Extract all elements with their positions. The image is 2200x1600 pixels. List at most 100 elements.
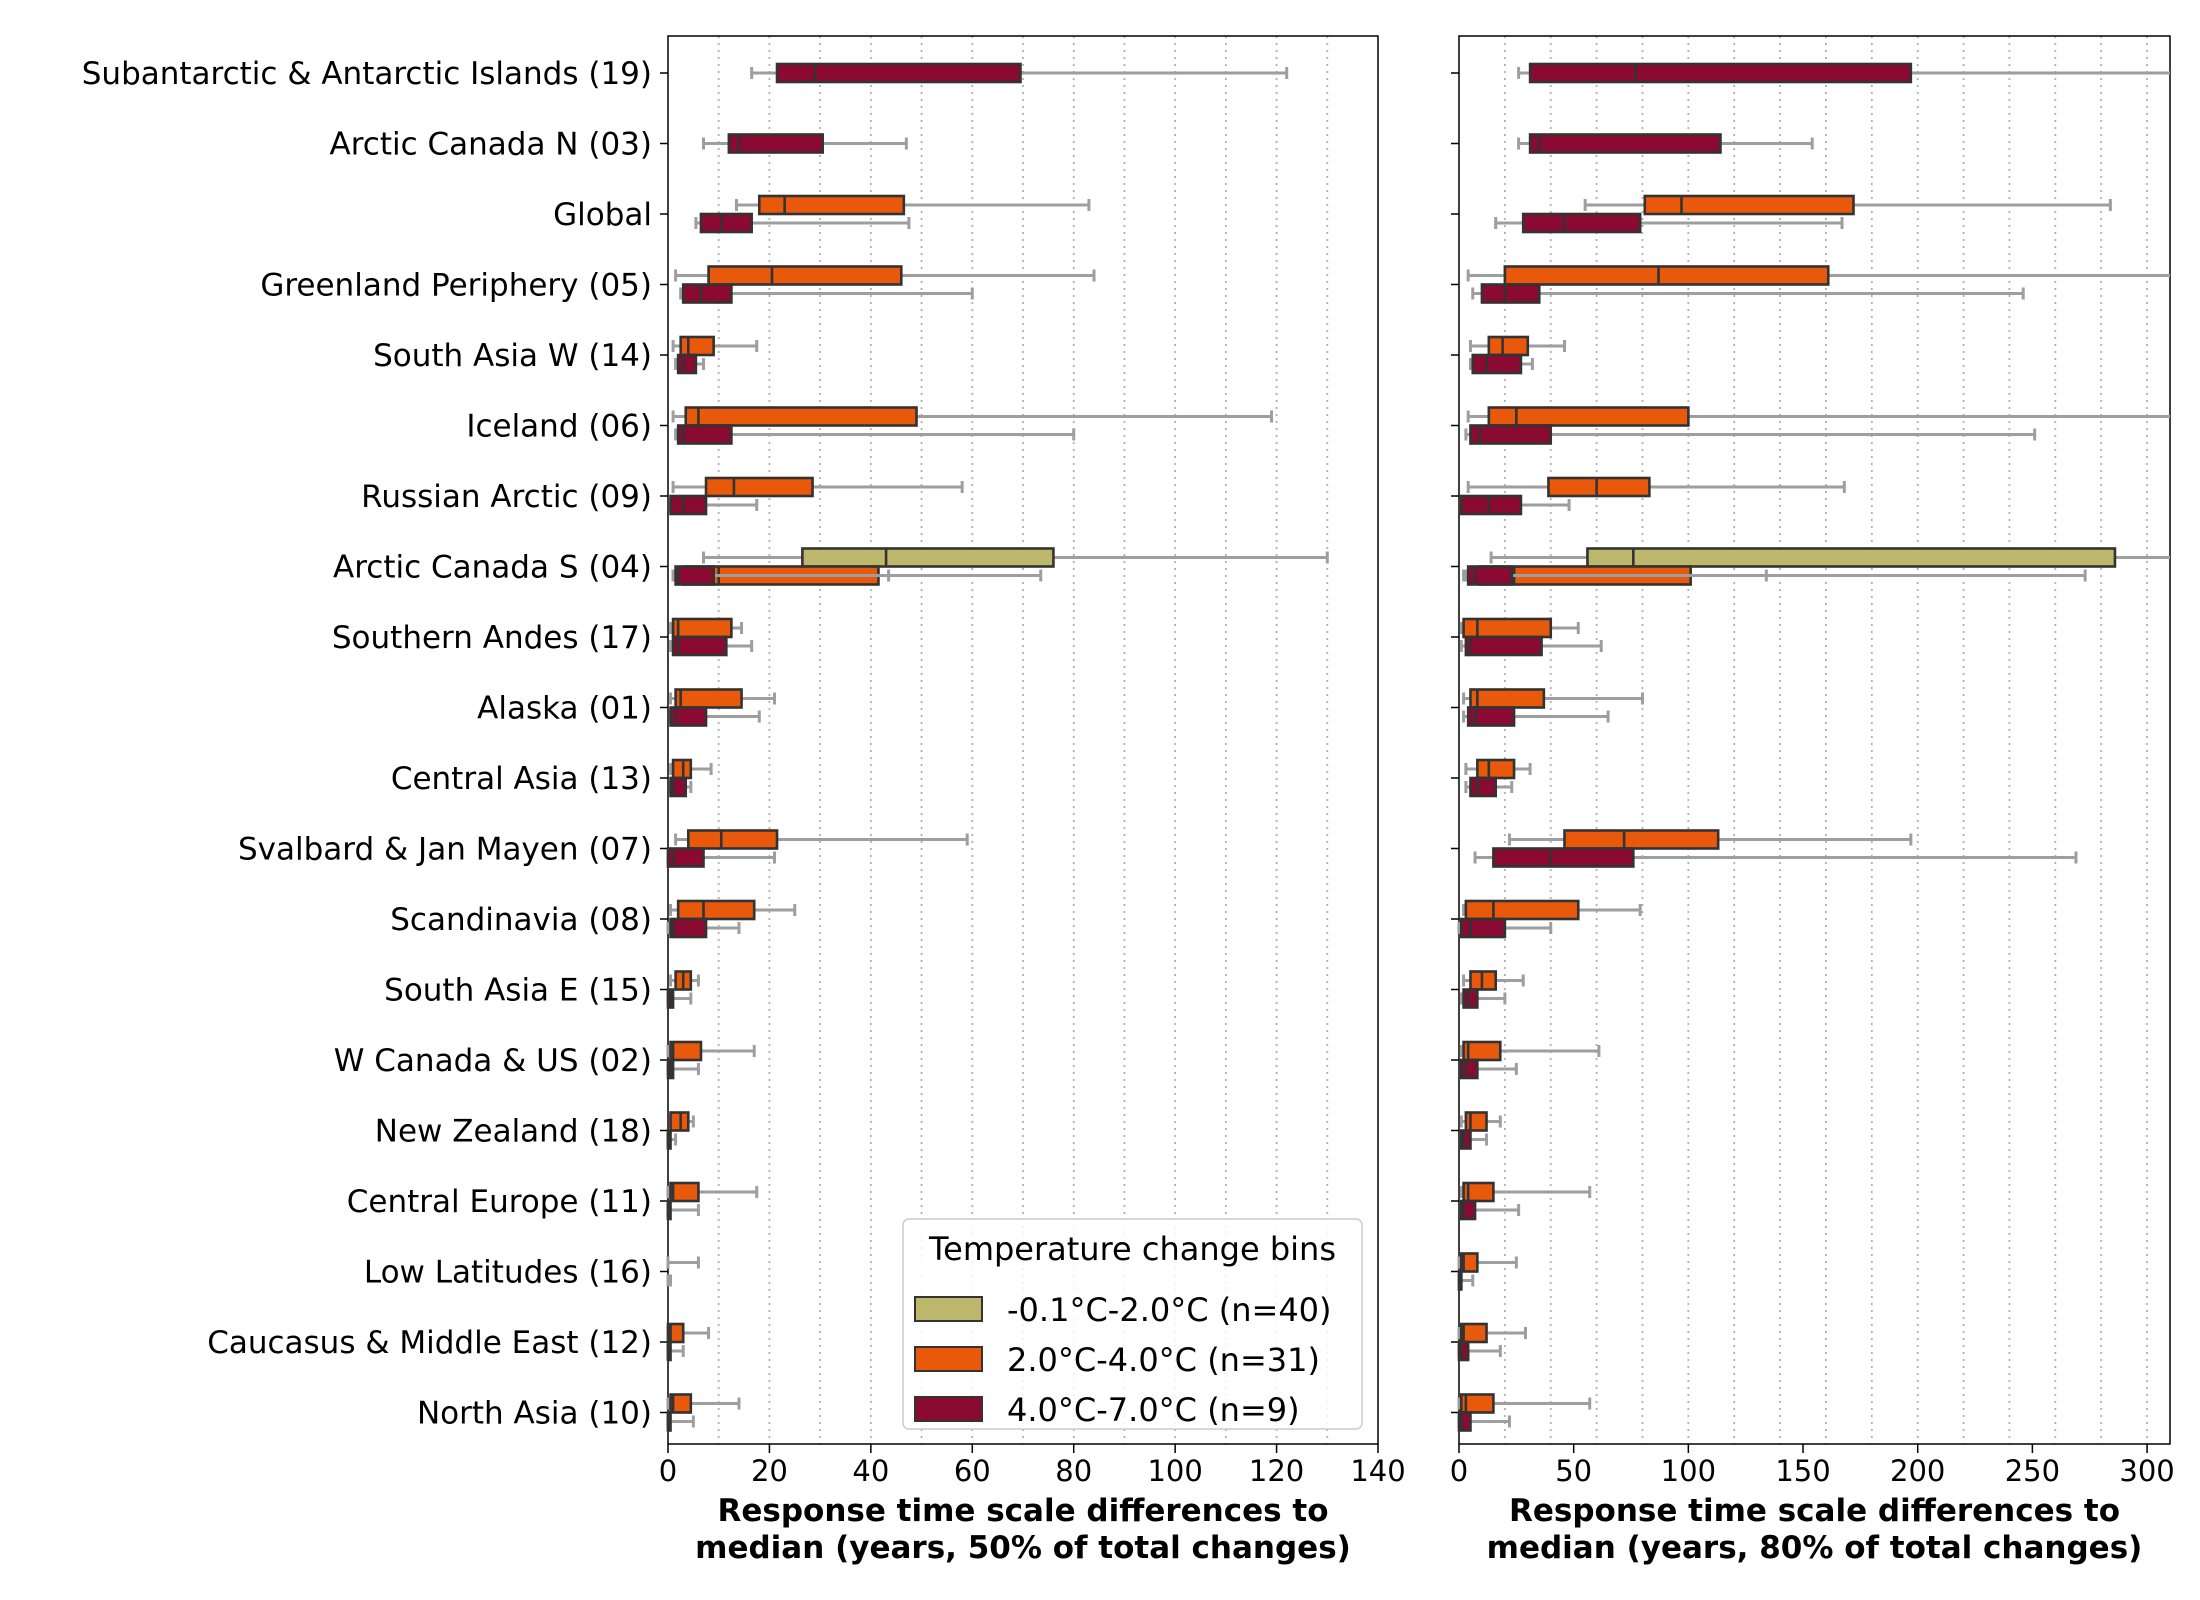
category-label-greenland-periphery-05: Greenland Periphery (05) [260, 268, 652, 304]
legend-frame [902, 1218, 1363, 1430]
box-new-zealand-18-4-0-c-7-0-c [1459, 1129, 1489, 1150]
category-label-iceland-06: Iceland (06) [466, 409, 652, 445]
category-label-southern-andes-17: Southern Andes (17) [332, 620, 652, 656]
category-label-scandinavia-08: Scandinavia (08) [390, 902, 652, 938]
category-label-caucasus-middle-east-12: Caucasus & Middle East (12) [207, 1325, 652, 1361]
x-tick-label: 140 [1350, 1454, 1405, 1488]
box-southern-andes-17-4-0-c-7-0-c [1459, 635, 1603, 657]
right-panel-80pct: 0 50 100 150 200 250 300 Response time scale di… [1450, 35, 2175, 1566]
box-iqr [1469, 424, 1553, 445]
box-iqr [1459, 917, 1507, 939]
box-south-asia-e-15-2-0-c-4-0-c [1462, 970, 1525, 991]
box-iqr [1521, 212, 1642, 234]
x-tick-label: 40 [852, 1454, 889, 1488]
box-w-canada-us-02-4-0-c-7-0-c [1459, 1058, 1518, 1080]
box-w-canada-us-02-2-0-c-4-0-c [666, 1040, 756, 1062]
box-iqr [1563, 829, 1720, 850]
box-southern-andes-17-2-0-c-4-0-c [669, 617, 744, 639]
box-alaska-01-4-0-c-7-0-c [669, 706, 761, 727]
box-scandinavia-08-4-0-c-7-0-c [666, 917, 741, 939]
box-russian-arctic-09-2-0-c-4-0-c [671, 476, 964, 498]
box-global-2-0-c-4-0-c [734, 194, 1091, 216]
box-iqr [699, 212, 753, 234]
box-iqr [801, 547, 1055, 568]
box-new-zealand-18-2-0-c-4-0-c [669, 1111, 695, 1132]
box-low-latitudes-16-2-0-c-4-0-c [1457, 1252, 1518, 1273]
box-iqr [676, 899, 756, 921]
box-iqr [1459, 494, 1523, 516]
box-iqr [1464, 635, 1543, 657]
box-southern-andes-17-2-0-c-4-0-c [1459, 617, 1580, 639]
box-north-asia-10-4-0-c-7-0-c [1457, 1411, 1511, 1432]
box-iqr [1459, 1393, 1495, 1414]
box-iqr [1487, 406, 1690, 427]
box-south-asia-e-15-2-0-c-4-0-c [669, 970, 700, 991]
box-south-asia-w-14-4-0-c-7-0-c [674, 353, 705, 375]
x-tick-label: 100 [1661, 1454, 1716, 1488]
box-north-asia-10-4-0-c-7-0-c [666, 1411, 695, 1432]
box-scandinavia-08-2-0-c-4-0-c [669, 899, 797, 921]
legend-swatch-2 [914, 1396, 983, 1422]
category-label-south-asia-w-14: South Asia W (14) [373, 338, 652, 374]
box-iqr [679, 335, 715, 357]
box-alaska-01-4-0-c-7-0-c [1462, 706, 1610, 727]
category-label-north-asia-10: North Asia (10) [417, 1396, 652, 1432]
x-tick-label: 250 [2005, 1454, 2060, 1488]
box-iqr [1471, 353, 1523, 375]
box-iqr [1457, 1411, 1472, 1432]
box-central-europe-11-2-0-c-4-0-c [1459, 1181, 1592, 1203]
box-iqr [669, 917, 708, 939]
box-iqr [1528, 62, 1913, 84]
box-central-europe-11-4-0-c-7-0-c [666, 1199, 700, 1221]
box-central-asia-13-4-0-c-7-0-c [669, 776, 693, 798]
category-labels: Subantarctic & Antarctic Islands (19) Arc… [82, 56, 652, 1432]
box-global-4-0-c-7-0-c [1494, 212, 1844, 234]
x-tick-label: 0 [1450, 1454, 1468, 1488]
box-arctic-canada-s-04-4-0-c-7-0-c [1464, 565, 1768, 586]
box-iqr [674, 565, 715, 586]
box-central-asia-13-2-0-c-4-0-c [669, 758, 713, 780]
category-label-south-asia-e-15: South Asia E (15) [384, 973, 652, 1009]
box-greenland-periphery-05-2-0-c-4-0-c [674, 265, 1096, 286]
box-arctic-canada-s-04-0-1-c-2-0-c [702, 547, 1329, 568]
box-iqr [1466, 706, 1516, 727]
box-w-canada-us-02-4-0-c-7-0-c [666, 1058, 700, 1080]
box-new-zealand-18-2-0-c-4-0-c [1459, 1111, 1502, 1132]
x-tick-label: 120 [1249, 1454, 1304, 1488]
box-russian-arctic-09-4-0-c-7-0-c [1459, 494, 1571, 516]
box-iqr [676, 353, 698, 375]
box-iqr [1459, 1322, 1488, 1344]
box-iqr [1492, 847, 1635, 868]
x-tick-label: 50 [1555, 1454, 1592, 1488]
box-iceland-06-4-0-c-7-0-c [1464, 424, 2037, 445]
box-iqr [1528, 133, 1722, 154]
box-central-asia-13-2-0-c-4-0-c [1464, 758, 1532, 780]
box-iqr [686, 829, 779, 850]
legend-label-0: -0.1°C-2.0°C (n=40) [1007, 1291, 1332, 1329]
box-southern-andes-17-4-0-c-7-0-c [669, 635, 754, 657]
box-iqr [681, 283, 733, 304]
x-tick-label: 200 [1890, 1454, 1945, 1488]
box-iqr [757, 194, 906, 216]
box-series [1457, 62, 2170, 1432]
box-iqr [1487, 335, 1530, 357]
box-svalbard-jan-mayen-07-4-0-c-7-0-c [666, 847, 776, 868]
box-arctic-canada-s-04-0-1-c-2-0-c [1489, 547, 2170, 568]
box-iqr [1469, 688, 1546, 709]
box-iqr [704, 476, 814, 498]
box-caucasus-middle-east-12-4-0-c-7-0-c [666, 1340, 685, 1362]
box-series [666, 62, 1329, 1432]
category-label-russian-arctic-09: Russian Arctic (09) [361, 479, 652, 515]
legend-title: Temperature change bins [928, 1230, 1336, 1268]
x-tick-label: 0 [659, 1454, 677, 1488]
category-label-w-canada-us-02: W Canada & US (02) [334, 1043, 652, 1079]
category-label-global: Global [553, 197, 652, 233]
box-iqr [669, 706, 708, 727]
box-caucasus-middle-east-12-2-0-c-4-0-c [1457, 1322, 1528, 1344]
legend-label-1: 2.0°C-4.0°C (n=31) [1007, 1341, 1320, 1379]
box-caucasus-middle-east-12-2-0-c-4-0-c [666, 1322, 711, 1344]
category-label-new-zealand-18: New Zealand (18) [375, 1114, 652, 1150]
box-south-asia-w-14-2-0-c-4-0-c [671, 335, 759, 357]
box-iqr [775, 62, 1022, 84]
